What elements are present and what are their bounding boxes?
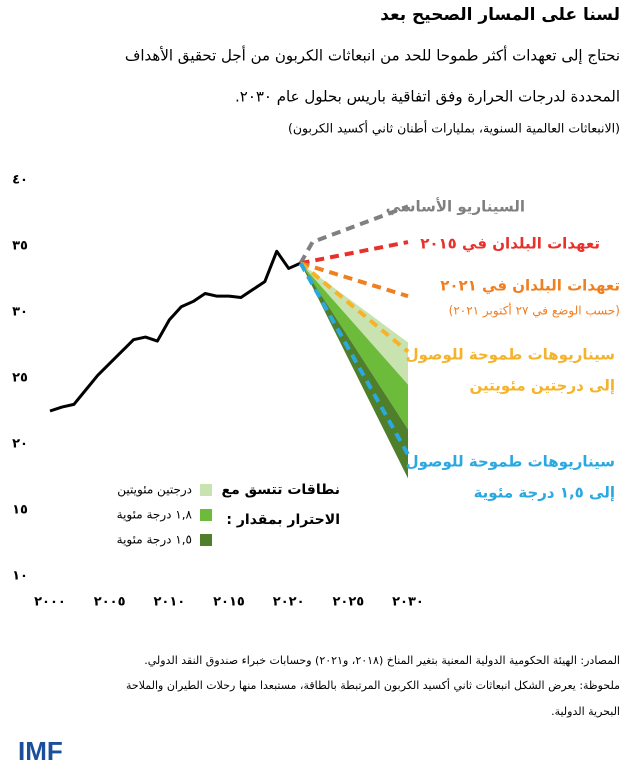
- projection-line: [300, 261, 409, 299]
- x-tick-label: ٢٠٣٠: [392, 595, 424, 610]
- history-line: [49, 249, 302, 413]
- x-tick-label: ٢٠١٠: [153, 595, 185, 610]
- y-tick-label: ٢٠: [12, 437, 28, 452]
- projection-line: [298, 262, 410, 456]
- legend-label: ١,٥ درجة مئوية: [117, 533, 192, 548]
- band: [300, 263, 408, 479]
- series-label: سيناريوهات طموحة للوصول: [406, 346, 615, 364]
- series-label: سيناريوهات طموحة للوصول: [406, 453, 615, 471]
- legend-swatch: [200, 509, 212, 521]
- x-tick-label: ٢٠٠٥: [94, 595, 126, 610]
- subtitle: نحتاج إلى تعهدات أكثر طموحا للحد من انبع…: [125, 46, 620, 66]
- series-label: (حسب الوضع في ٢٧ أكتوبر ٢٠٢١): [449, 303, 620, 319]
- x-tick-label: ٢٠٢٥: [332, 595, 364, 610]
- series-label: إلى ١,٥ درجة مئوية: [474, 484, 615, 502]
- legend-title: نطاقات تتسق مع: [222, 482, 340, 498]
- legend-label: ١,٨ درجة مئوية: [117, 508, 193, 523]
- series-label: تعهدات البلدان في ٢٠٢١: [440, 277, 620, 295]
- y-tick-label: ٣٠: [12, 305, 28, 320]
- x-tick-label: ٢٠١٥: [213, 595, 245, 610]
- y-tick-label: ١٥: [12, 503, 28, 518]
- chart-title: لسنا على المسار الصحيح بعد: [380, 5, 620, 25]
- projection-line: [299, 261, 410, 354]
- y-axis-label: (الانبعاثات العالمية السنوية، بمليارات أ…: [288, 120, 620, 137]
- projection-line: [300, 240, 409, 266]
- y-tick-label: ٣٥: [12, 239, 28, 254]
- legend-label: درجتين مئويتين: [117, 483, 192, 498]
- y-tick-label: ٢٥: [12, 371, 28, 386]
- series-label: إلى درجتين مئويتين: [470, 377, 615, 395]
- subtitle: المحددة لدرجات الحرارة وفق اتفاقية باريس…: [235, 88, 620, 106]
- sources: المصادر: الهيئة الحكومية الدولية المعنية…: [144, 654, 620, 667]
- legend-swatch: [200, 534, 212, 546]
- y-tick-label: ١٠: [12, 569, 28, 584]
- x-tick-label: ٢٠٠٠: [34, 595, 66, 610]
- series-label: السيناريو الأساسي: [386, 198, 525, 216]
- note: البحرية الدولية.: [551, 705, 620, 718]
- legend-title: الاحترار بمقدار :: [226, 512, 340, 528]
- band: [300, 263, 408, 430]
- note: ملحوظة: يعرض الشكل انبعاثات ثاني أكسيد ا…: [126, 678, 620, 692]
- logo: IMF: [18, 736, 63, 766]
- y-tick-label: ٤٠: [12, 173, 28, 188]
- projection-line: [298, 204, 409, 265]
- series-label: تعهدات البلدان في ٢٠١٥: [420, 235, 600, 253]
- legend-swatch: [200, 484, 212, 496]
- x-tick-label: ٢٠٢٠: [273, 595, 305, 610]
